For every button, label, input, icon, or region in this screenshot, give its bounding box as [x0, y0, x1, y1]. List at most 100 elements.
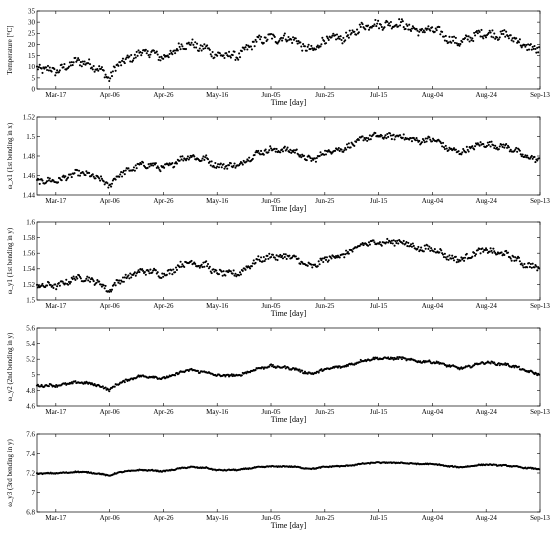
data-point — [264, 36, 267, 39]
data-point — [216, 165, 219, 168]
data-point — [361, 135, 364, 138]
data-point — [503, 146, 506, 149]
data-point — [420, 141, 424, 144]
data-point — [204, 156, 207, 159]
data-point — [324, 256, 327, 259]
data-point — [234, 166, 237, 169]
data-point — [203, 158, 206, 161]
data-point — [490, 140, 493, 143]
data-point — [71, 278, 74, 281]
data-point — [168, 272, 171, 275]
data-point — [268, 252, 271, 255]
data-point — [135, 167, 138, 170]
data-point — [229, 270, 232, 273]
data-point — [431, 26, 434, 29]
data-point — [274, 258, 277, 261]
data-point — [179, 48, 182, 51]
data-point — [198, 266, 201, 269]
data-point — [367, 24, 370, 27]
data-point — [494, 37, 497, 40]
data-point — [380, 25, 383, 29]
data-point — [377, 19, 380, 22]
data-point — [77, 174, 80, 177]
data-point — [131, 169, 135, 172]
data-point — [380, 244, 383, 247]
data-point — [99, 179, 102, 182]
data-point — [104, 284, 107, 287]
data-point — [281, 257, 285, 260]
data-point — [88, 276, 91, 279]
data-point — [372, 133, 375, 136]
data-point — [424, 247, 427, 250]
data-point — [222, 163, 225, 166]
data-point — [320, 368, 323, 371]
data-point — [321, 257, 324, 260]
data-point — [88, 171, 91, 175]
data-point — [114, 69, 117, 72]
data-point — [439, 33, 442, 36]
data-point — [189, 43, 192, 46]
data-point — [476, 249, 479, 252]
data-point — [241, 163, 244, 166]
data-point — [305, 49, 308, 52]
data-point — [229, 56, 232, 59]
data-point — [528, 265, 531, 269]
data-point — [60, 179, 63, 182]
data-point — [299, 262, 302, 265]
data-point — [465, 252, 468, 255]
data-point — [273, 147, 276, 150]
data-point — [531, 157, 534, 160]
data-point — [229, 162, 232, 165]
y-tick-label: 10 — [28, 63, 36, 71]
data-point — [474, 254, 477, 257]
data-point — [344, 147, 347, 150]
data-point — [290, 38, 293, 41]
data-point — [527, 262, 531, 265]
data-point — [56, 285, 59, 288]
data-point — [519, 44, 522, 47]
data-point — [408, 138, 411, 141]
data-point — [81, 60, 84, 63]
data-point — [252, 259, 255, 262]
data-point — [201, 266, 204, 269]
data-point — [299, 41, 302, 44]
data-point — [500, 143, 503, 146]
data-point — [170, 269, 173, 272]
data-point — [366, 139, 369, 142]
data-point — [346, 34, 350, 37]
data-point — [133, 53, 136, 56]
data-point — [109, 183, 112, 186]
data-point — [526, 154, 529, 157]
data-point — [121, 276, 125, 279]
data-point — [495, 36, 499, 39]
data-point — [481, 35, 484, 38]
data-point — [254, 261, 257, 264]
data-point — [278, 255, 281, 258]
data-point — [245, 160, 248, 163]
data-point — [62, 66, 65, 69]
data-point — [269, 145, 272, 148]
y-tick-label: 1.54 — [23, 265, 36, 273]
data-point — [418, 139, 421, 142]
data-point — [84, 279, 87, 282]
data-point — [220, 166, 223, 169]
data-point — [402, 133, 405, 136]
data-point — [108, 79, 111, 83]
data-point — [316, 44, 319, 47]
y-tick-label: 20 — [28, 41, 36, 49]
data-point — [426, 137, 429, 140]
data-point — [57, 71, 60, 74]
x-tick-label: May-16 — [206, 91, 229, 99]
data-point — [180, 43, 183, 46]
data-point — [253, 45, 256, 48]
data-point — [267, 257, 270, 260]
data-point — [180, 265, 183, 268]
data-point — [345, 249, 348, 252]
data-point — [489, 247, 492, 250]
data-point — [271, 253, 275, 256]
data-point — [123, 173, 126, 176]
data-point — [271, 363, 275, 367]
data-point — [445, 147, 448, 150]
data-point — [142, 269, 145, 273]
y-axis-label: ω_y2 (2nd bending in y) — [6, 332, 14, 401]
